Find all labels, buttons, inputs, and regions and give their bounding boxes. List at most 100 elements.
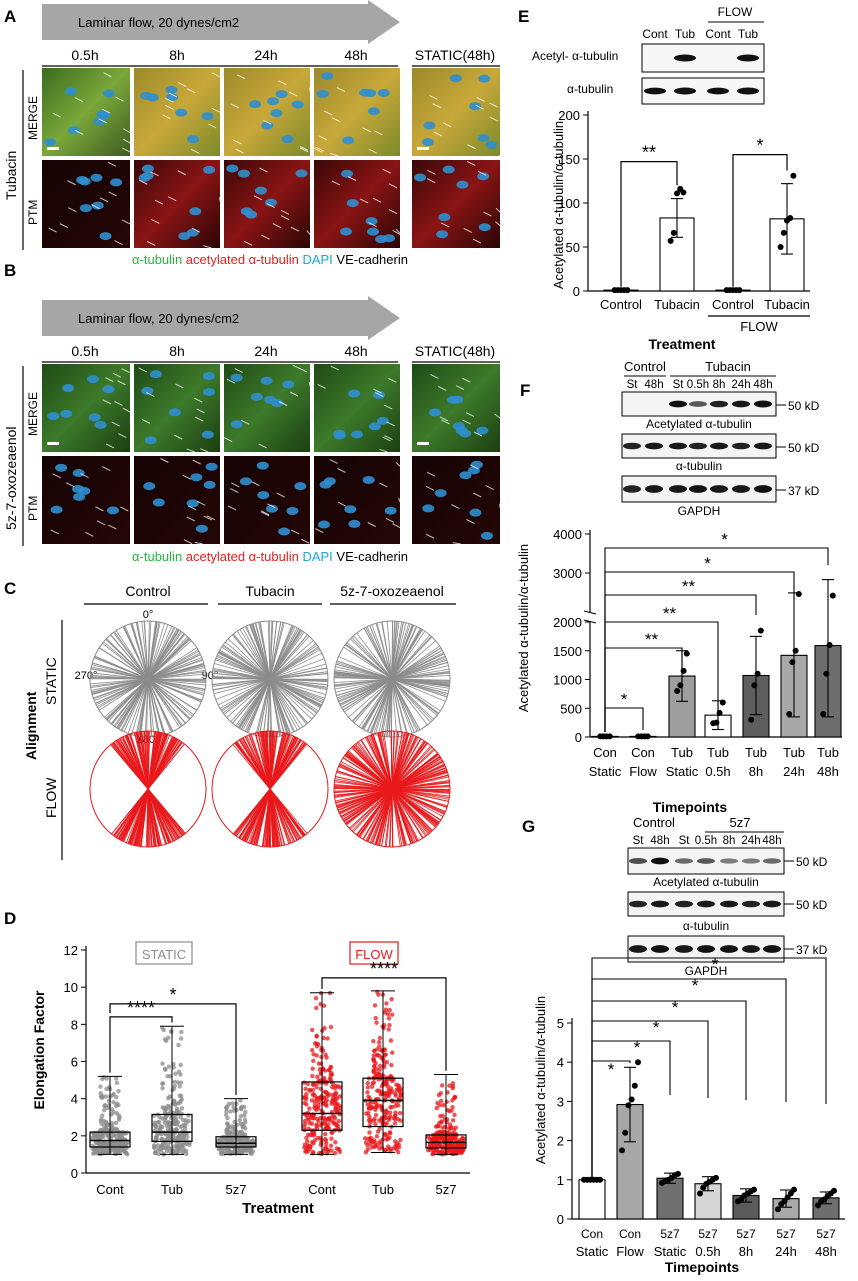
junction-mark [489,102,498,108]
junction-mark [261,234,270,240]
y-tick-label: 0 [71,1166,78,1181]
y-tick-label: 200 [558,108,580,123]
data-point [230,1101,235,1106]
x-tick-label: 8h [749,764,763,779]
data-point [309,1121,315,1126]
x-tick-label: Static [589,764,622,779]
nucleus [149,370,162,379]
data-point [383,1007,389,1012]
junction-mark [477,170,487,176]
data-point [451,1127,457,1133]
data-point [829,592,836,599]
data-point [114,1101,120,1106]
junction-mark [95,506,104,512]
data-point [373,1121,378,1127]
blot-band [763,945,781,953]
junction-mark [253,195,263,201]
data-point [597,1176,603,1183]
data-point [173,1071,178,1076]
group-label-flow: FLOW [740,319,778,334]
data-point [448,1137,453,1143]
lane-label: 48h [650,835,669,847]
timepoint-label: 0.5h [71,47,98,63]
data-point [225,1104,230,1109]
data-point [713,1174,719,1181]
data-point [460,1147,465,1153]
junction-mark [48,227,57,233]
data-point [113,1140,118,1146]
data-point [102,1108,107,1113]
nucleus [477,172,490,181]
data-point [333,1102,338,1108]
junction-mark [317,383,326,389]
significance-label: * [169,985,176,1005]
y-tick-label: 0 [557,1212,564,1227]
junction-mark [331,117,341,123]
data-point [310,1027,315,1033]
data-point [178,1062,183,1068]
junction-mark [392,229,401,235]
junction-mark [372,197,382,203]
x-tick-label: Tub [783,745,805,760]
junction-mark [168,92,178,98]
nucleus [202,387,215,396]
junction-mark [483,211,492,217]
junction-mark [207,123,217,129]
junction-mark [115,96,124,102]
significance-bracket [591,1020,709,1180]
data-point [757,627,764,634]
nucleus [195,524,208,533]
junction-mark [187,505,197,511]
junction-mark [300,538,310,544]
junction-mark [122,147,131,153]
data-point [369,1105,374,1110]
blot-band [645,442,663,450]
junction-mark [368,148,377,154]
treatment-label: 5z-7-oxozeaenol [3,426,19,530]
data-point [100,1076,105,1082]
data-point [176,1042,181,1048]
data-point [322,1025,327,1031]
junction-mark [362,127,371,133]
data-point [777,244,784,250]
panel-letter-e: E [518,7,529,26]
junction-mark [150,171,159,177]
junction-mark [382,168,391,174]
lane-label: 48h [753,379,772,391]
blot-band [742,858,760,864]
angle-label-0: 0° [143,609,154,621]
nucleus [294,482,307,491]
junction-mark [388,377,397,383]
data-point [98,1091,103,1096]
junction-mark [80,473,89,479]
junction-mark [452,542,461,545]
axis-break [583,619,597,624]
junction-mark [292,364,301,370]
junction-mark [50,529,59,535]
y-tick-label: 2 [557,1134,564,1149]
alignment-line [352,745,432,833]
significance-bracket [109,1003,237,1095]
data-point [316,1106,321,1111]
data-point [237,1129,243,1135]
data-point [164,1148,170,1154]
timepoint-label: 8h [169,47,185,63]
data-point [382,1114,387,1119]
junction-mark [223,437,233,442]
nucleus [254,186,267,195]
x-tick-label: Con [631,745,655,760]
blot-band [675,945,693,953]
data-point [787,214,794,221]
data-point [375,1103,380,1108]
data-point [311,1130,316,1135]
data-point [439,1083,445,1088]
data-point [433,1137,439,1143]
nucleus [442,165,455,174]
blot-band [763,858,781,864]
data-point [387,1130,393,1135]
data-point [397,1110,403,1116]
data-point [372,1003,378,1008]
nucleus [317,520,330,529]
junction-mark [102,466,111,472]
panel-b: Laminar flow, 20 dynes/cm2 0.5h 8h 24h 4… [3,296,501,564]
